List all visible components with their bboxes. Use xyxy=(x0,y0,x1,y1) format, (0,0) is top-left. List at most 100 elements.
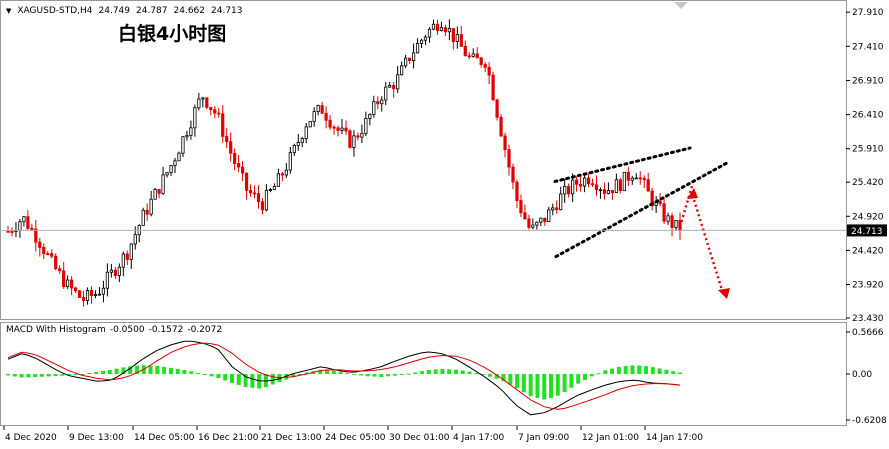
macd-histogram-bar xyxy=(358,373,363,376)
candle-body xyxy=(503,135,507,151)
candle-body xyxy=(519,200,523,214)
macd-histogram-bar xyxy=(26,373,31,378)
candle-body xyxy=(475,53,479,59)
candle-body xyxy=(97,293,102,296)
candle-body xyxy=(527,218,531,228)
macd-histogram-bar xyxy=(671,371,676,374)
candle-body xyxy=(523,212,527,220)
macd-header: MACD With Histogram -0.0500 -0.1572 -0.2… xyxy=(6,325,222,335)
current-price-tag xyxy=(847,224,887,237)
candle-body xyxy=(376,101,380,105)
candle-body xyxy=(256,193,261,203)
macd-histogram-bar xyxy=(230,373,234,383)
candle-body xyxy=(209,107,213,111)
macd-histogram-bar xyxy=(576,373,581,384)
macd-histogram-bar xyxy=(426,370,431,374)
candle-body xyxy=(404,57,408,67)
price-tick-label: 25.420 xyxy=(852,178,884,188)
macd-histogram-bar xyxy=(168,367,173,374)
candle-body xyxy=(487,66,491,76)
macd-histogram-bar xyxy=(101,370,106,374)
candle-body xyxy=(590,183,595,186)
collapse-triangle-icon[interactable]: ▼ xyxy=(6,7,12,15)
time-tick-label: 9 Dec 13:00 xyxy=(69,433,124,443)
candle-body xyxy=(181,136,185,154)
macd-histogram-bar xyxy=(386,373,391,377)
candle-body xyxy=(38,241,42,248)
candle-body xyxy=(153,189,157,200)
candle-body xyxy=(161,174,165,194)
macd-value-3: -0.2072 xyxy=(187,325,223,335)
candle-body xyxy=(531,224,535,228)
candle-body xyxy=(30,228,34,230)
candle-body xyxy=(268,189,273,191)
macd-histogram-bar xyxy=(291,373,296,378)
candle-body xyxy=(125,253,129,260)
macd-histogram-bar xyxy=(467,371,472,374)
ohlc-low: 24.662 xyxy=(173,6,206,16)
macd-histogram-bar xyxy=(6,373,10,376)
candle-body xyxy=(54,255,58,270)
candle-body xyxy=(62,270,66,288)
macd-histogram-bar xyxy=(657,368,662,374)
macd-histogram-bar xyxy=(501,373,506,382)
candle-body xyxy=(296,142,300,146)
candle-body xyxy=(89,290,94,296)
macd-histogram-bar xyxy=(616,366,621,374)
candle-body xyxy=(539,217,543,223)
candle-body xyxy=(292,145,296,154)
macd-histogram-bar xyxy=(379,373,384,377)
candle-body xyxy=(483,64,487,68)
macd-histogram-bar xyxy=(447,369,452,374)
time-tick-label: 4 Dec 2020 xyxy=(5,433,57,443)
macd-histogram-bar xyxy=(80,373,85,375)
candle-body xyxy=(400,65,404,76)
macd-histogram-bar xyxy=(678,372,682,374)
candle-body xyxy=(260,201,265,211)
macd-histogram-bar xyxy=(209,373,214,377)
candle-body xyxy=(66,279,70,288)
macd-histogram-bar xyxy=(243,373,248,387)
candle-body xyxy=(543,217,547,223)
candle-body xyxy=(248,190,253,194)
time-tick-label: 7 Jan 09:00 xyxy=(518,433,570,443)
macd-histogram-bar xyxy=(352,373,357,375)
candle-body xyxy=(221,113,225,137)
candle-body xyxy=(610,190,615,194)
macd-histogram-bar xyxy=(182,369,187,374)
chart-shift-marker[interactable] xyxy=(674,2,688,9)
candle-body xyxy=(340,127,344,131)
candle-body xyxy=(237,163,241,168)
macd-histogram-bar xyxy=(508,373,513,385)
candle-body xyxy=(26,216,30,229)
candle-body xyxy=(634,177,638,180)
time-tick-label: 14 Jan 17:00 xyxy=(646,433,703,443)
candle-body xyxy=(201,97,205,100)
candle-body xyxy=(563,185,567,195)
symbol-label: XAGUSD-STD,H4 xyxy=(17,6,93,16)
candle-body xyxy=(288,152,292,171)
macd-histogram-bar xyxy=(250,373,255,388)
candle-body xyxy=(411,52,416,61)
price-tick-label: 27.910 xyxy=(852,8,884,18)
macd-histogram-bar xyxy=(223,373,228,381)
candle-body xyxy=(157,189,161,194)
candle-body xyxy=(18,221,22,231)
macd-histogram-bar xyxy=(216,373,221,379)
candle-body xyxy=(495,99,499,118)
candle-body xyxy=(165,172,169,176)
time-tick-label: 12 Jan 01:00 xyxy=(582,433,639,443)
time-tick-label: 24 Dec 05:00 xyxy=(325,433,386,443)
macd-histogram-bar xyxy=(582,373,587,380)
macd-histogram-bar xyxy=(528,373,533,397)
candle-body xyxy=(419,39,424,44)
macd-tick-label: 0.5666 xyxy=(852,328,884,338)
candle-body xyxy=(555,207,559,211)
wedge-upper-line xyxy=(553,146,692,183)
macd-histogram-bar xyxy=(304,372,309,374)
candle-body xyxy=(344,127,348,132)
macd-histogram-bar xyxy=(481,373,486,375)
red-arrow-up-line xyxy=(678,185,694,227)
